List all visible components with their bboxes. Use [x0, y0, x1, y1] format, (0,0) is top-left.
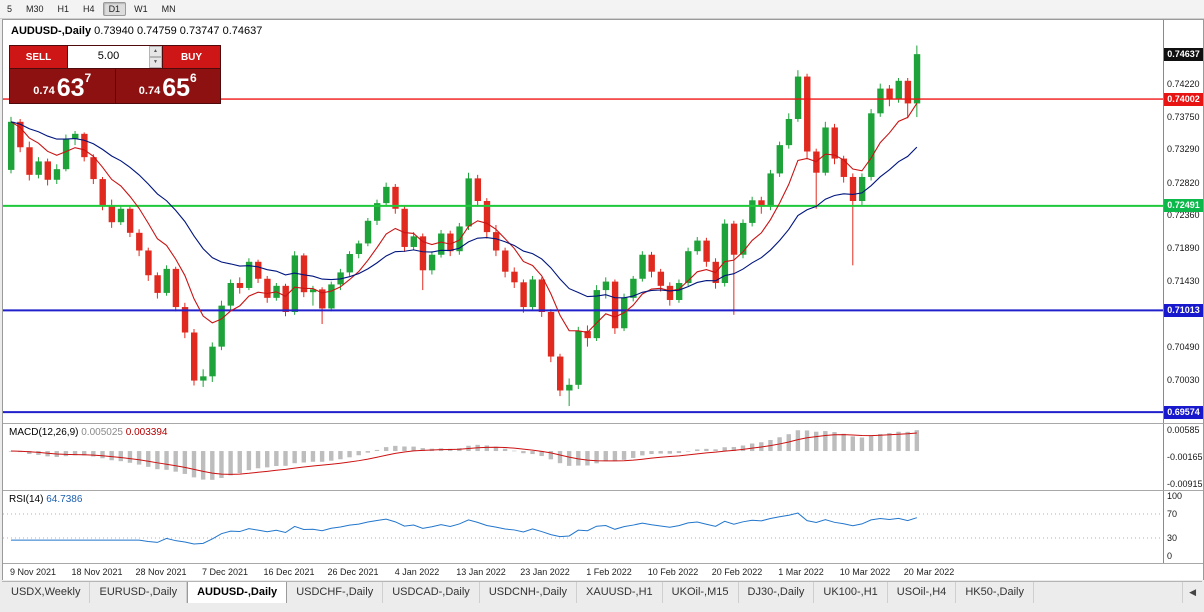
time-label: 10 Feb 2022 [647, 567, 699, 577]
chart-tab-dj30daily[interactable]: DJ30-,Daily [739, 582, 815, 603]
time-label: 28 Nov 2021 [135, 567, 187, 577]
macd-axis-label: 0.00585 [1167, 424, 1200, 435]
sell-price-big: 63 [56, 74, 85, 102]
price-badge: 0.69574 [1164, 405, 1203, 419]
time-label: 16 Dec 2021 [263, 567, 315, 577]
price-label: 0.71430 [1167, 275, 1200, 286]
rsi-axis-label: 30 [1167, 533, 1178, 543]
rsi-chart[interactable] [3, 491, 1163, 563]
trade-prices-row: 0.74 63 7 0.74 65 6 [9, 69, 221, 104]
chart-symbol: AUDUSD-,Daily [11, 25, 92, 37]
price-label: 0.72820 [1167, 177, 1200, 188]
timeframe-button-mn[interactable]: MN [161, 4, 176, 14]
volume-stepper: ▲ ▼ [149, 46, 162, 68]
rsi-indicator-panel: 100 70 30 0 RSI(14) 64.7386 [3, 490, 1203, 563]
time-label: 23 Jan 2022 [520, 567, 570, 577]
macd-axis-label: -0.00165 [1167, 452, 1203, 462]
chart-tab-usdcaddaily[interactable]: USDCAD-,Daily [383, 582, 480, 603]
price-badge: 0.71013 [1164, 303, 1203, 317]
timeframe-button-5[interactable]: 5 [7, 4, 13, 14]
price-label: 0.70030 [1167, 374, 1200, 385]
chart-tab-audusddaily[interactable]: AUDUSD-,Daily [187, 582, 288, 603]
time-label: 20 Mar 2022 [903, 567, 955, 577]
volume-up-icon[interactable]: ▲ [149, 46, 162, 57]
volume-field[interactable]: 5.00 ▲ ▼ [68, 46, 162, 68]
rsi-axis-label: 0 [1167, 551, 1173, 561]
buy-price-big: 65 [162, 74, 191, 102]
chart-tab-xauusdh1[interactable]: XAUUSD-,H1 [577, 582, 663, 603]
price-label: 0.73750 [1167, 111, 1200, 122]
rsi-axis-label: 70 [1167, 509, 1178, 519]
price-label: 0.74220 [1167, 78, 1200, 89]
macd-label: MACD(12,26,9) 0.005025 0.003394 [9, 427, 167, 438]
time-label: 20 Feb 2022 [711, 567, 763, 577]
time-label: 26 Dec 2021 [327, 567, 379, 577]
price-label: 0.72360 [1167, 210, 1200, 221]
chart-ohlc-values: 0.73940 0.74759 0.73747 0.74637 [94, 25, 263, 37]
volume-down-icon[interactable]: ▼ [149, 57, 162, 68]
rsi-axis: 100 70 30 0 [1163, 491, 1203, 563]
volume-value[interactable]: 5.00 [97, 50, 120, 62]
chart-title: AUDUSD-,Daily 0.73940 0.74759 0.73747 0.… [11, 25, 262, 37]
tab-scroll-left-icon[interactable]: ◀ [1182, 582, 1202, 603]
macd-chart[interactable] [3, 424, 1163, 490]
chart-tab-usdxweekly[interactable]: USDX,Weekly [2, 582, 91, 603]
rsi-label: RSI(14) 64.7386 [9, 494, 82, 505]
one-click-trading-panel: SELL 5.00 ▲ ▼ BUY 0.74 63 7 [9, 45, 221, 104]
time-label: 10 Mar 2022 [839, 567, 891, 577]
chart-tab-usoilh4[interactable]: USOil-,H4 [888, 582, 957, 603]
buy-button[interactable]: BUY [163, 46, 220, 68]
macd-axis: 0.00585 -0.00165 -0.00915 [1163, 424, 1203, 490]
price-badge: 0.74002 [1164, 92, 1203, 106]
macd-main-value: 0.005025 [81, 427, 123, 438]
timeframe-button-m30[interactable]: M30 [26, 4, 44, 14]
sell-button[interactable]: SELL [10, 46, 67, 68]
price-badge: 0.72491 [1164, 199, 1203, 213]
timeframe-button-w1[interactable]: W1 [134, 4, 148, 14]
chart-tab-hk50daily[interactable]: HK50-,Daily [956, 582, 1034, 603]
buy-price-prefix: 0.74 [138, 85, 161, 97]
price-badge: 0.74637 [1164, 47, 1203, 61]
macd-name: MACD(12,26,9) [9, 427, 79, 438]
price-label: 0.71890 [1167, 243, 1200, 254]
chart-tab-ukoilm15[interactable]: UKOil-,M15 [663, 582, 739, 603]
candlestick-chart[interactable] [3, 20, 1163, 423]
macd-indicator-panel: 0.00585 -0.00165 -0.00915 MACD(12,26,9) 0.… [3, 423, 1203, 490]
time-label: 13 Jan 2022 [456, 567, 506, 577]
price-axis: 0.74220 0.73750 0.73290 0.72820 0.72360 0.718… [1163, 20, 1203, 423]
time-axis: 9 Nov 2021 18 Nov 2021 28 Nov 2021 7 Dec 20… [3, 563, 1203, 580]
time-label: 9 Nov 2021 [9, 567, 57, 577]
chart-tab-uk100h1[interactable]: UK100-,H1 [814, 582, 888, 603]
sell-price[interactable]: 0.74 63 7 [10, 69, 115, 103]
macd-axis-label: -0.00915 [1167, 479, 1203, 490]
chart-window: 0.74220 0.73750 0.73290 0.72820 0.72360 0.718… [2, 19, 1204, 580]
chart-tab-usdchfdaily[interactable]: USDCHF-,Daily [287, 582, 384, 603]
time-label: 1 Feb 2022 [586, 567, 632, 577]
chart-tab-usdcnhdaily[interactable]: USDCNH-,Daily [480, 582, 578, 603]
sell-price-prefix: 0.74 [33, 85, 55, 97]
price-label: 0.73290 [1167, 144, 1200, 155]
timeframe-button-d1[interactable]: D1 [102, 2, 127, 16]
sell-price-pip: 7 [84, 71, 92, 85]
rsi-value: 64.7386 [46, 494, 83, 505]
rsi-name: RSI(14) [9, 494, 44, 505]
timeframe-button-h4[interactable]: H4 [83, 4, 95, 14]
time-label: 18 Nov 2021 [71, 567, 123, 577]
time-label: 1 Mar 2022 [778, 567, 824, 577]
buy-price[interactable]: 0.74 65 6 [115, 69, 220, 103]
price-chart-panel: 0.74220 0.73750 0.73290 0.72820 0.72360 0.718… [3, 20, 1203, 423]
time-label: 4 Jan 2022 [394, 567, 440, 577]
chart-tab-eurusddaily[interactable]: EURUSD-,Daily [90, 582, 188, 603]
macd-signal-value: 0.003394 [125, 427, 168, 438]
rsi-axis-label: 100 [1167, 491, 1183, 501]
trade-controls-row: SELL 5.00 ▲ ▼ BUY [9, 45, 221, 69]
time-label: 7 Dec 2021 [201, 567, 249, 577]
price-label: 0.70490 [1167, 342, 1200, 353]
timeframe-toolbar: 5 M30 H1 H4 D1 W1 MN [0, 0, 1204, 19]
buy-price-pip: 6 [190, 71, 197, 85]
timeframe-button-h1[interactable]: H1 [57, 4, 70, 14]
chart-tabs-bar: USDX,Weekly EURUSD-,Daily AUDUSD-,Daily USD… [2, 581, 1202, 603]
